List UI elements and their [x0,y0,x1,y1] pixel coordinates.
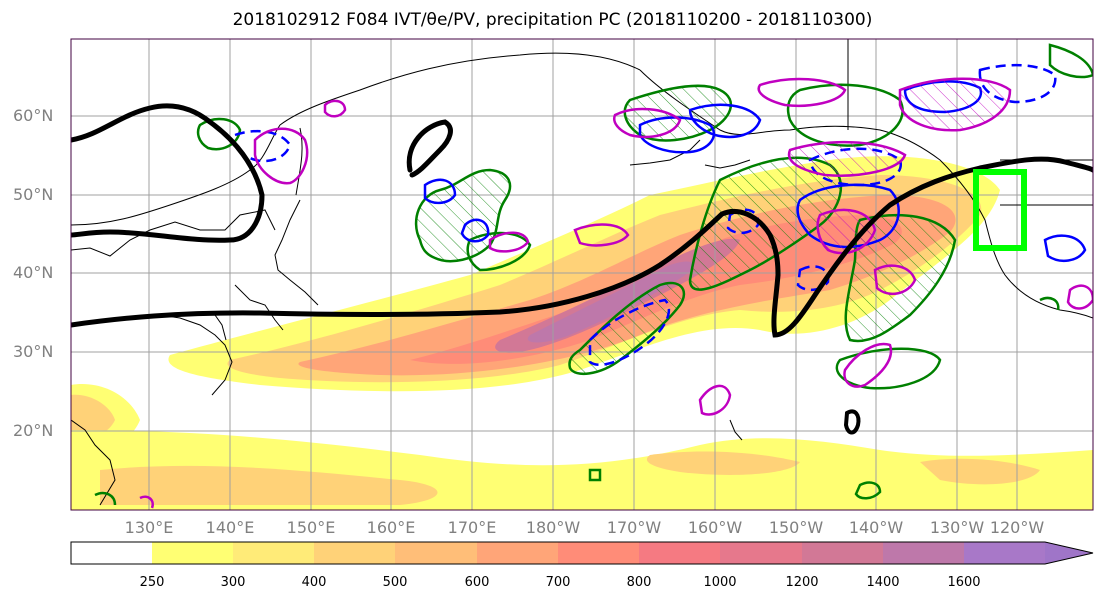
colorbar-tick-1600: 1600 [947,575,981,590]
lat-label-50n: 50°N [13,185,54,204]
lon-label-120w: 120°W [989,518,1045,537]
colorbar-tick-1000: 1000 [703,575,737,590]
lon-label-130e: 130°E [124,518,174,537]
colorbar-tick-400: 400 [301,575,327,590]
map-frame [70,38,1094,511]
target-region-box [973,169,1027,251]
lon-label-180w: 180°W [525,518,581,537]
colorbar-tick-600: 600 [464,575,490,590]
lat-label-40n: 40°N [13,263,54,282]
colorbar-segment [395,542,477,564]
colorbar-tick-1400: 1400 [866,575,900,590]
colorbar-segment [558,542,639,564]
lat-label-60n: 60°N [13,106,54,125]
lon-label-130w: 130°W [929,518,985,537]
lon-label-160e: 160°E [366,518,416,537]
lat-label-30n: 30°N [13,342,54,361]
colorbar-segment [233,542,314,564]
lon-label-150e: 150°E [286,518,336,537]
colorbar-segment-below [71,542,152,564]
colorbar-outline [70,541,1094,565]
colorbar-tick-500: 500 [382,575,408,590]
lon-label-170w: 170°W [606,518,662,537]
colorbar-segment [720,542,802,564]
lon-label-140w: 140°W [848,518,904,537]
colorbar-segment [883,542,964,564]
colorbar-tick-700: 700 [545,575,571,590]
coastlines [71,39,1093,506]
lon-label-150w: 150°W [768,518,824,537]
colorbar-segment [964,542,1045,564]
colorbar-segment [314,542,395,564]
theta-e-contours [71,103,1093,435]
colorbar-segment [477,542,558,564]
precip-contours [139,77,1093,509]
colorbar-segment [152,542,233,564]
colorbar-tick-800: 800 [626,575,652,590]
lon-label-140e: 140°E [205,518,255,537]
colorbar-extend-arrow [1045,542,1093,564]
colorbar-segment [802,542,883,564]
colorbar-segment [639,542,720,564]
colorbar [70,541,1094,565]
colorbar-tick-300: 300 [220,575,246,590]
lat-label-20n: 20°N [13,421,54,440]
colorbar-tick-1200: 1200 [785,575,819,590]
map-title: 2018102912 F084 IVT/θe/PV, precipitation… [232,10,873,30]
colorbar-tick-250: 250 [139,575,165,590]
lon-label-170e: 170°E [447,518,497,537]
lon-label-160w: 160°W [687,518,743,537]
